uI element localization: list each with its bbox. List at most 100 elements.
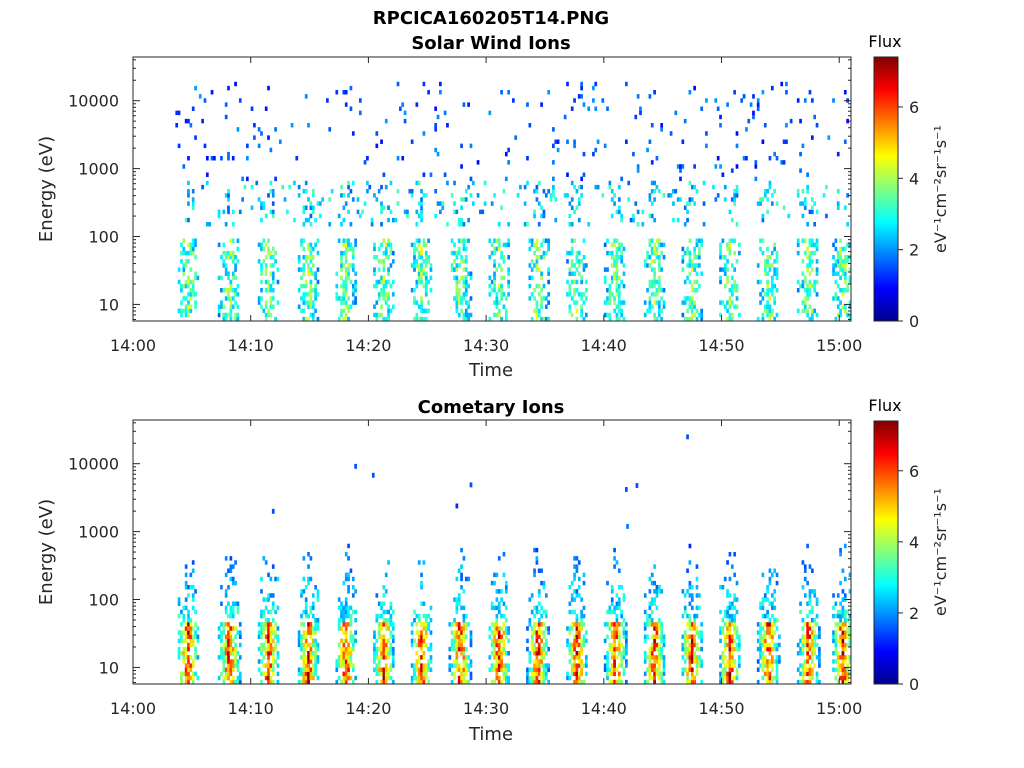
- heatmap-cell: [429, 646, 433, 652]
- heatmap-cell: [417, 675, 421, 681]
- heatmap-cell: [766, 300, 769, 305]
- heatmap-cell: [653, 675, 656, 681]
- heatmap-cell: [493, 663, 496, 668]
- heatmap-cell: [420, 642, 423, 648]
- panel-solar-wind: Solar Wind Ions 14:00 14:10 14:20 14:30 14:4…: [36, 33, 862, 381]
- heatmap-cell: [238, 209, 242, 215]
- heatmap-cell: [547, 90, 551, 95]
- heatmap-cell: [354, 609, 357, 615]
- heatmap-cell: [570, 205, 574, 210]
- heatmap-cell: [733, 597, 736, 602]
- heatmap-cell: [832, 630, 835, 635]
- heatmap-cell: [410, 263, 414, 268]
- heatmap-cell: [410, 242, 414, 248]
- heatmap-cell: [274, 622, 277, 627]
- heatmap-cell: [462, 679, 466, 684]
- heatmap-cell: [636, 168, 640, 173]
- heatmap-cell: [726, 300, 729, 305]
- heatmap-cell: [264, 213, 268, 219]
- heatmap-cell: [269, 651, 273, 656]
- heatmap-cell: [415, 663, 419, 668]
- heatmap-cell: [337, 618, 341, 623]
- heatmap-cell: [723, 271, 727, 276]
- heatmap-cell: [210, 90, 214, 95]
- heatmap-cell: [507, 238, 510, 243]
- heatmap-cell: [733, 201, 736, 206]
- heatmap-cell: [650, 646, 654, 652]
- heatmap-cell: [584, 655, 588, 660]
- heatmap-cell: [309, 292, 313, 297]
- heatmap-cell: [540, 622, 543, 627]
- heatmap-cell: [497, 642, 501, 648]
- heatmap-cell: [763, 634, 767, 639]
- heatmap-cell: [533, 288, 536, 293]
- heatmap-cell: [540, 675, 543, 681]
- heatmap-cell: [413, 609, 416, 615]
- heatmap-cell: [236, 605, 240, 611]
- heatmap-cell: [420, 304, 423, 309]
- heatmap-cell: [269, 250, 273, 256]
- heatmap-cell: [424, 292, 428, 297]
- heatmap-cell: [650, 651, 654, 656]
- heatmap-cell: [646, 655, 649, 660]
- heatmap-cell: [653, 316, 656, 321]
- heatmap-cell: [342, 250, 346, 256]
- heatmap-cell: [575, 667, 579, 672]
- heatmap-cell: [500, 205, 503, 210]
- heatmap-cell: [342, 605, 346, 611]
- heatmap-cell: [271, 271, 275, 276]
- heatmap-cell: [775, 312, 779, 318]
- heatmap-cell: [304, 585, 308, 590]
- heatmap-cell: [370, 222, 374, 227]
- heatmap-cell: [615, 679, 619, 684]
- heatmap-cell: [733, 552, 736, 557]
- x-tick-label: 14:50: [698, 336, 744, 355]
- heatmap-cell: [417, 667, 421, 672]
- heatmap-cell: [625, 642, 628, 648]
- heatmap-cell: [231, 605, 235, 611]
- heatmap-cell: [530, 275, 534, 281]
- heatmap-cell: [726, 267, 729, 272]
- heatmap-cell: [375, 638, 379, 644]
- heatmap-cell: [690, 308, 694, 314]
- heatmap-cell: [380, 605, 383, 611]
- heatmap-cell: [622, 618, 626, 623]
- heatmap-cell: [488, 238, 492, 243]
- heatmap-cell: [632, 213, 635, 219]
- heatmap-cell: [577, 259, 581, 264]
- heatmap-cell: [617, 316, 621, 321]
- heatmap-cell: [297, 193, 301, 198]
- heatmap-cell: [695, 659, 699, 664]
- heatmap-cell: [417, 275, 421, 281]
- heatmap-cell: [735, 184, 739, 190]
- heatmap-cell: [575, 556, 579, 561]
- heatmap-cell: [420, 217, 423, 223]
- heatmap-cell: [453, 622, 456, 627]
- heatmap-cell: [264, 663, 268, 668]
- heatmap-cell: [745, 156, 748, 161]
- heatmap-cell: [695, 655, 699, 660]
- heatmap-cell: [417, 316, 421, 321]
- heatmap-cell: [467, 655, 470, 660]
- heatmap-cell: [613, 642, 616, 648]
- heatmap-cell: [544, 671, 548, 677]
- heatmap-cell: [469, 275, 473, 281]
- heatmap-cell: [264, 651, 268, 656]
- heatmap-cell: [462, 197, 466, 202]
- heatmap-cell: [415, 222, 419, 227]
- heatmap-cell: [803, 205, 807, 210]
- heatmap-cell: [723, 655, 727, 660]
- heatmap-cell: [417, 642, 421, 648]
- heatmap-cell: [460, 646, 463, 652]
- heatmap-cell: [316, 201, 320, 206]
- heatmap-cell: [316, 589, 320, 594]
- heatmap-cell: [375, 283, 379, 289]
- heatmap-cell: [264, 300, 268, 305]
- heatmap-cell: [366, 189, 369, 194]
- heatmap-cell: [276, 671, 280, 677]
- heatmap-cell: [759, 601, 762, 606]
- heatmap-cell: [184, 663, 188, 668]
- heatmap-cell: [610, 642, 614, 648]
- heatmap-cell: [801, 560, 805, 565]
- heatmap-cell: [570, 651, 574, 656]
